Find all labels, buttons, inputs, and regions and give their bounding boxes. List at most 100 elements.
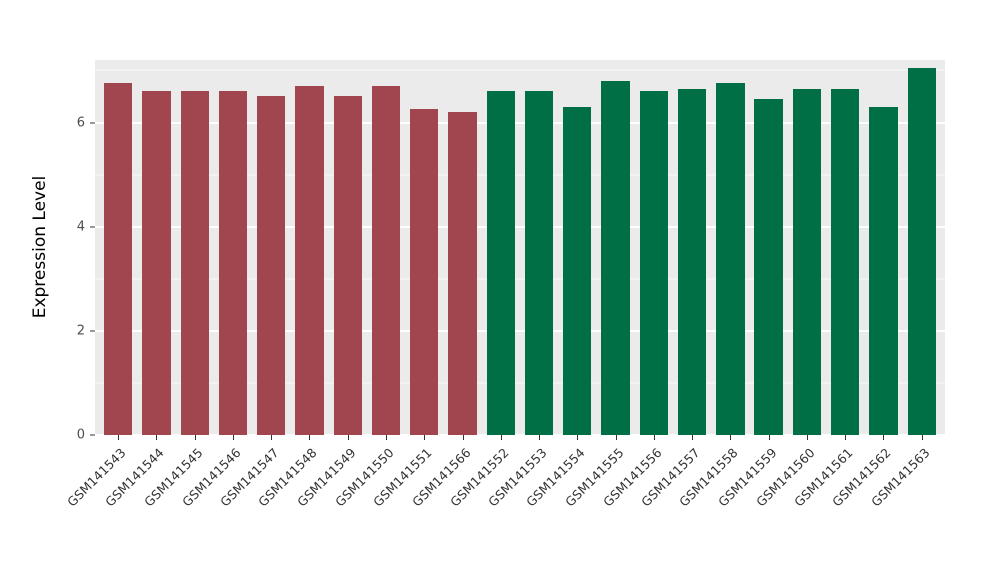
- y-tick-mark: [90, 226, 95, 228]
- bar: [218, 91, 248, 435]
- bar-slot: [367, 60, 405, 435]
- x-tick-mark: [806, 435, 808, 440]
- bar: [371, 86, 401, 435]
- bar: [333, 96, 362, 435]
- gridline-major: [95, 225, 945, 228]
- x-axis-slot: GSM141547: [217, 435, 290, 565]
- x-tick-mark: [385, 435, 387, 440]
- bar-slot: [558, 60, 596, 435]
- x-axis-slot: GSM141553: [485, 435, 558, 565]
- bar: [448, 112, 477, 435]
- x-axis-slot: GSM141552: [447, 435, 520, 565]
- x-axis-slot: GSM141550: [332, 435, 405, 565]
- bar-slot: [788, 60, 826, 435]
- bar-slot: [596, 60, 634, 435]
- bar: [754, 99, 783, 435]
- x-axis-slot: GSM141545: [141, 435, 214, 565]
- bar-slot: [864, 60, 902, 435]
- bar: [639, 91, 668, 435]
- bar-slot: [750, 60, 788, 435]
- bar: [716, 83, 745, 435]
- x-tick-mark: [615, 435, 617, 440]
- bar: [257, 96, 286, 435]
- x-axis-slot: GSM141557: [638, 435, 711, 565]
- x-tick-mark: [577, 435, 579, 440]
- gridline-major: [95, 121, 945, 124]
- gridline-minor: [95, 69, 945, 71]
- bar-slot: [290, 60, 328, 435]
- x-tick-mark: [500, 435, 502, 440]
- bar-slot: [214, 60, 252, 435]
- x-tick-mark: [424, 435, 426, 440]
- x-tick-mark: [347, 435, 349, 440]
- x-axis-slot: GSM141554: [523, 435, 596, 565]
- bar: [295, 86, 324, 435]
- bar-slot: [520, 60, 558, 435]
- x-tick-mark: [653, 435, 655, 440]
- x-axis-slot: GSM141561: [791, 435, 864, 565]
- bar: [563, 106, 592, 435]
- bar-slot: [99, 60, 137, 435]
- bar-slot: [635, 60, 673, 435]
- bar-slot: [826, 60, 864, 435]
- x-tick-mark: [921, 435, 923, 440]
- x-axis-slot: GSM141551: [370, 435, 443, 565]
- x-tick-mark: [194, 435, 196, 440]
- x-tick-mark: [156, 435, 158, 440]
- x-tick-mark: [845, 435, 847, 440]
- x-axis-slot: GSM141548: [256, 435, 328, 565]
- x-axis-slot: GSM141566: [409, 435, 481, 565]
- bar-slot: [673, 60, 711, 435]
- gridline-major: [95, 329, 945, 332]
- x-axis-slot: GSM141546: [179, 435, 252, 565]
- x-tick-mark: [271, 435, 273, 440]
- gridline-minor: [95, 382, 945, 384]
- x-tick-mark: [730, 435, 732, 440]
- bar: [524, 91, 554, 435]
- x-tick-mark: [539, 435, 541, 440]
- x-tick-mark: [309, 435, 311, 440]
- x-axis-slot: GSM141556: [600, 435, 673, 565]
- x-tick-mark: [692, 435, 694, 440]
- bar: [486, 91, 515, 435]
- bar-slot: [405, 60, 443, 435]
- y-tick-label: 2: [76, 323, 85, 339]
- x-tick-mark: [118, 435, 120, 440]
- bar: [869, 106, 898, 435]
- bar: [142, 91, 171, 435]
- x-axis-slot: GSM141560: [753, 435, 826, 565]
- x-tick-mark: [883, 435, 885, 440]
- x-axis-slot: GSM141544: [103, 435, 175, 565]
- bar-slot: [482, 60, 520, 435]
- bar-slot: [711, 60, 749, 435]
- bar: [601, 80, 630, 435]
- x-axis-slot: GSM141555: [562, 435, 634, 565]
- x-axis-slot: GSM141558: [677, 435, 749, 565]
- x-tick-mark: [768, 435, 770, 440]
- bar: [907, 67, 936, 435]
- y-tick-label: 0: [76, 427, 85, 443]
- bar: [792, 88, 822, 435]
- gridline-minor: [95, 174, 945, 176]
- bar: [180, 91, 209, 435]
- x-axis-slot: GSM141543: [64, 435, 137, 565]
- y-tick-mark: [90, 330, 95, 332]
- y-tick-mark: [90, 122, 95, 123]
- bars-container: [95, 60, 945, 435]
- y-axis: 0 2 4 6: [55, 60, 95, 442]
- bar-slot: [443, 60, 481, 435]
- y-tick-label: 4: [76, 219, 85, 235]
- y-tick-label: 6: [76, 115, 85, 130]
- bar-slot: [903, 60, 941, 435]
- gridline-major: [95, 434, 945, 436]
- bar-slot: [329, 60, 367, 435]
- bar-slot: [176, 60, 214, 435]
- x-axis-slot: GSM141549: [294, 435, 367, 565]
- x-tick-mark: [232, 435, 234, 440]
- bar: [831, 88, 860, 435]
- y-tick-mark: [90, 434, 95, 436]
- gridline-minor: [95, 278, 945, 280]
- x-axis: GSM141543 GSM141544 GSM141545 GSM141546 GSM1…: [64, 435, 945, 565]
- bar: [103, 83, 133, 435]
